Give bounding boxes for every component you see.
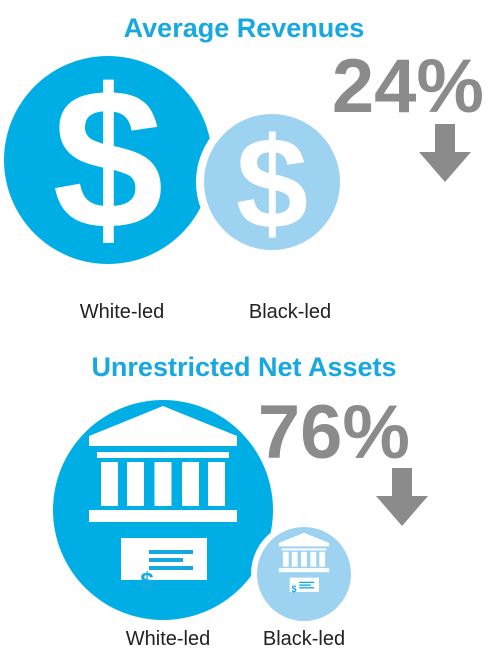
down-arrow <box>419 124 471 182</box>
change-value: 76% <box>258 390 410 475</box>
white-led-circle <box>4 56 212 264</box>
section-title: Average Revenues <box>124 13 365 43</box>
dollar-icon: $ <box>236 110 308 256</box>
cheque-dollar: $ <box>140 568 154 595</box>
group-label: White-led <box>126 628 210 650</box>
black-led-circle <box>196 106 348 258</box>
dollar-icon: $ <box>52 48 163 271</box>
group-label: Black-led <box>249 301 331 323</box>
change-value: 24% <box>332 44 484 129</box>
black-led-circle <box>251 521 357 627</box>
section-title: Unrestricted Net Assets <box>91 352 396 382</box>
group-label: White-led <box>80 301 164 323</box>
cheque-dollar: $ <box>291 584 296 594</box>
down-arrow <box>376 468 428 526</box>
group-label: Black-led <box>263 628 345 650</box>
